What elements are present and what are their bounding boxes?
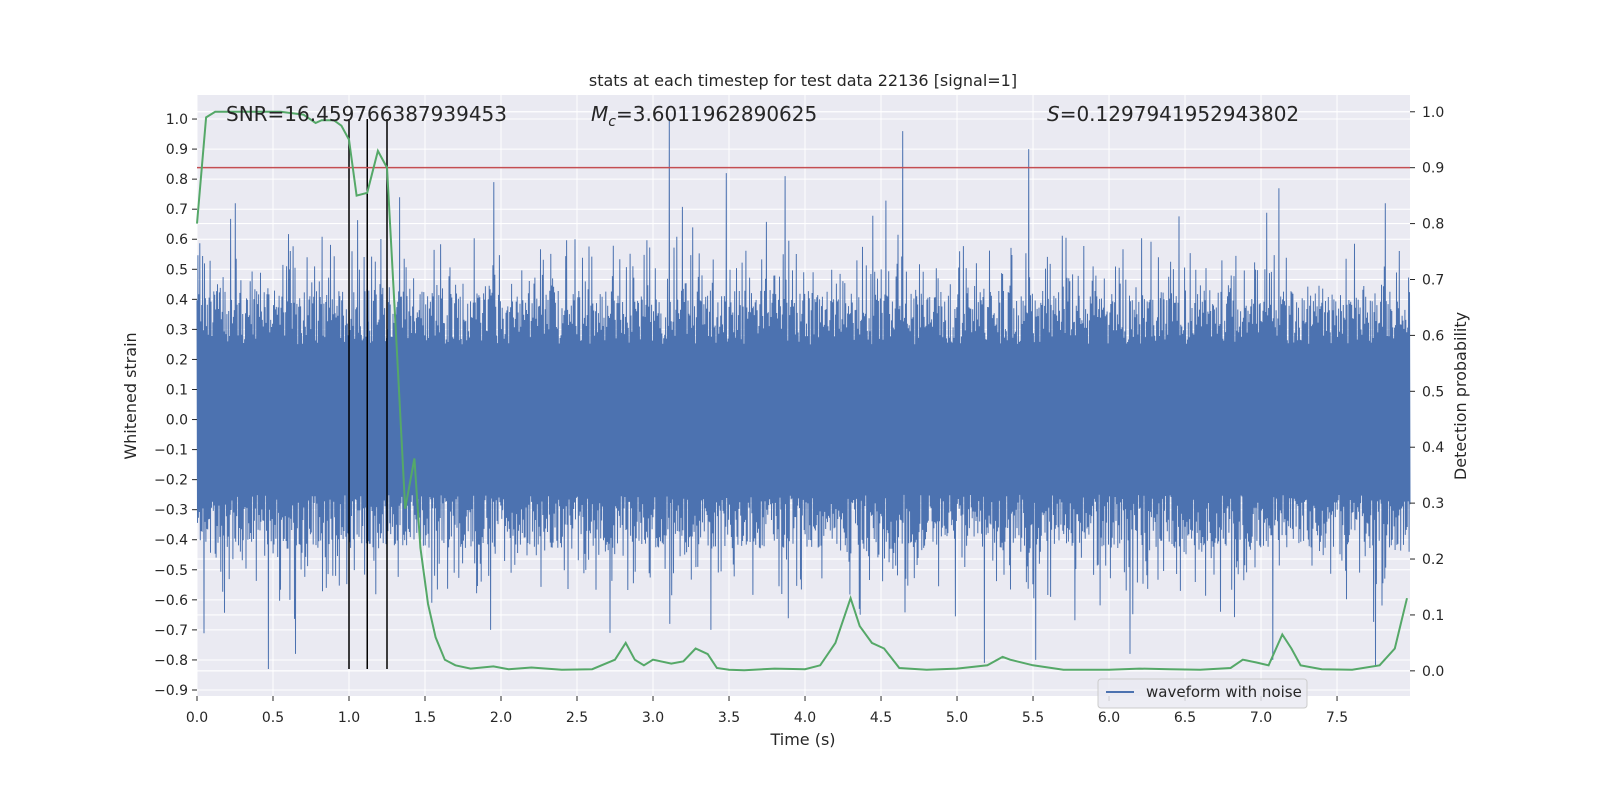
y2-tick-label: 0.9 [1422, 161, 1444, 177]
chirp-mass-symbol: M [591, 102, 608, 126]
y2-tick-label: 0.0 [1422, 664, 1444, 680]
x-tick-label: 7.5 [1326, 710, 1348, 726]
spin-annotation: S=0.1297941952943802 [1047, 102, 1299, 126]
y-tick-label: 0.9 [166, 142, 188, 158]
y2-tick-label: 0.2 [1422, 552, 1444, 568]
probability-series [196, 110, 1408, 672]
y2-tick-label: 0.6 [1422, 328, 1444, 344]
y2-tick-label: 0.1 [1422, 608, 1444, 624]
x-tick-label: 3.0 [642, 710, 664, 726]
y2-tick-label: 1.0 [1422, 105, 1444, 121]
y-tick-label: 1.0 [166, 112, 188, 128]
spin-value: =0.1297941952943802 [1060, 102, 1299, 126]
legend-box [1097, 678, 1308, 709]
x-tick-label: 2.0 [490, 710, 512, 726]
x-tick-label: 6.5 [1174, 710, 1196, 726]
y-tick-label: −0.6 [154, 593, 188, 609]
spin-symbol: S [1047, 102, 1060, 126]
y-tick-label: 0.3 [166, 322, 188, 338]
plot-area [196, 110, 1411, 672]
y-tick-label: −0.7 [154, 623, 188, 639]
y-tick-label: 0.8 [166, 172, 188, 188]
y-tick-label: −0.4 [154, 533, 188, 549]
x-tick-label: 1.5 [414, 710, 436, 726]
y-tick-label: −0.8 [154, 653, 188, 669]
x-tick-label: 3.5 [718, 710, 740, 726]
y-tick-label: −0.2 [154, 473, 188, 489]
y-tick-label: 0.0 [166, 413, 188, 429]
y-tick-label: −0.5 [154, 563, 188, 579]
x-tick-label: 0.5 [262, 710, 284, 726]
y2-tick-label: 0.5 [1422, 384, 1444, 400]
legend: waveform with noise [1097, 678, 1308, 709]
y-tick-label: −0.9 [154, 683, 188, 699]
y-tick-label: −0.3 [154, 503, 188, 519]
y-tick-label: 0.1 [166, 382, 188, 398]
y-tick-label: 0.2 [166, 352, 188, 368]
x-tick-label: 6.0 [1098, 710, 1120, 726]
y2-tick-label: 0.4 [1422, 440, 1444, 456]
x-tick-label: 2.5 [566, 710, 588, 726]
chirp-mass-subscript: c [608, 114, 616, 130]
x-axis-label: Time (s) [769, 730, 835, 749]
x-tick-label: 5.0 [946, 710, 968, 726]
x-tick-label: 4.0 [794, 710, 816, 726]
x-tick-label: 1.0 [338, 710, 360, 726]
y-tick-label: 0.6 [166, 232, 188, 248]
x-tick-label: 5.5 [1022, 710, 1044, 726]
chirp-mass-value: =3.6011962890625 [616, 102, 817, 126]
x-ticks: 0.0 0.5 1.0 1.5 2.0 2.5 3.0 3.5 4.0 4.5 5.0 5.5 6.0 6… [186, 696, 1348, 726]
x-tick-label: 4.5 [870, 710, 892, 726]
y-tick-label: 0.5 [166, 262, 188, 278]
legend-label: waveform with noise [1146, 683, 1302, 701]
chirp-mass-annotation: Mc=3.6011962890625 [591, 102, 817, 130]
y-tick-label: −0.1 [154, 443, 188, 459]
y-axis-label: Whitened strain [121, 332, 140, 459]
y-ticks: 1.0 0.9 0.8 0.7 0.6 0.5 0.4 0.3 0.2 0.1 0.0 −0.1 −0.… [154, 112, 197, 699]
y2-tick-label: 0.3 [1422, 496, 1444, 512]
y-tick-label: 0.7 [166, 202, 188, 218]
x-tick-label: 7.0 [1250, 710, 1272, 726]
event-lines [348, 119, 388, 669]
x-tick-label: 0.0 [186, 710, 208, 726]
chart-title: stats at each timestep for test data 221… [589, 71, 1017, 90]
y2-ticks: 1.0 0.9 0.8 0.7 0.6 0.5 0.4 0.3 0.2 0.1 0.0 [1410, 105, 1444, 680]
y2-axis-label: Detection probability [1451, 312, 1470, 480]
y-tick-label: 0.4 [166, 292, 188, 308]
y2-tick-label: 0.8 [1422, 217, 1444, 233]
y2-tick-label: 0.7 [1422, 272, 1444, 288]
waveform-series [196, 118, 1411, 670]
snr-annotation: SNR=16.459766387939453 [226, 102, 507, 126]
